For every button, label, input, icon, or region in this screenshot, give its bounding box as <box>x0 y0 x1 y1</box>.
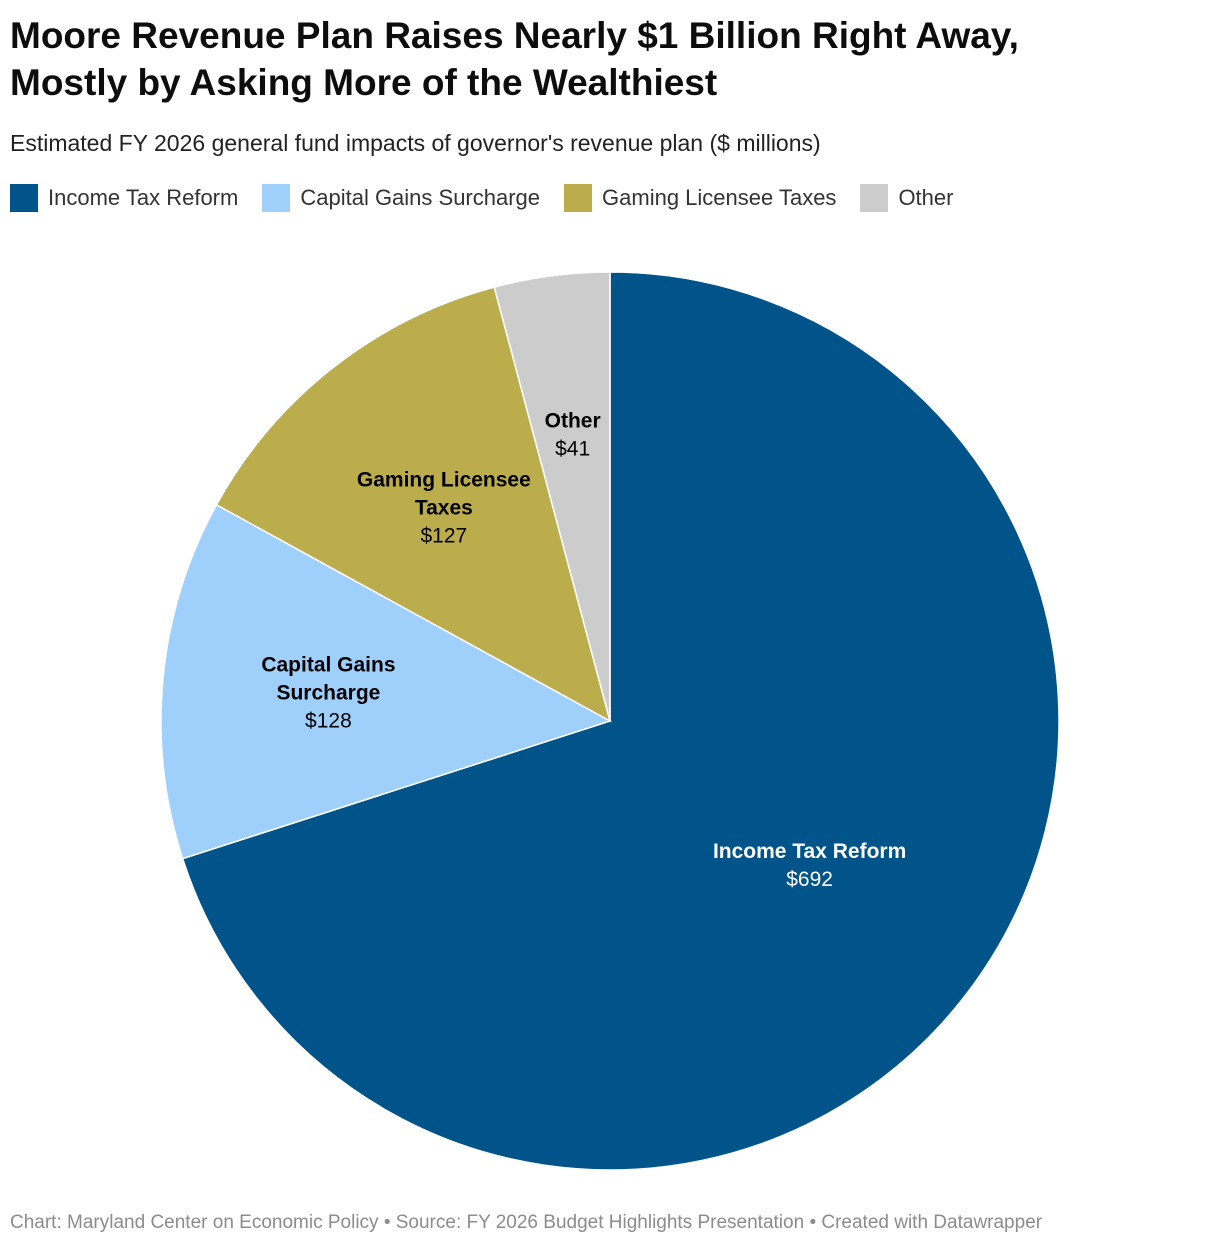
pie-slice-income-tax-reform <box>181 271 1060 1171</box>
legend-item-capital-gains-surcharge: Capital Gains Surcharge <box>262 184 540 212</box>
legend-label: Income Tax Reform <box>48 185 239 210</box>
legend-swatch <box>860 184 889 212</box>
pie-label-capital-gains-surcharge: Capital Gains Surcharge $128 <box>261 654 395 733</box>
legend-label: Capital Gains Surcharge <box>300 185 541 210</box>
pie-label-gaming-licensee-taxes: Gaming Licensee Taxes $127 <box>357 468 531 547</box>
pie-label-other: Other $41 <box>545 410 601 461</box>
pie-label-value: $41 <box>555 438 590 461</box>
legend-item-other: Other <box>860 184 953 212</box>
legend-label: Gaming Licensee Taxes <box>602 185 837 210</box>
pie-label-name: Taxes <box>415 496 473 519</box>
chart-title-line: Mostly by Asking More of the Wealthiest <box>10 62 718 103</box>
pie-slice-other <box>493 271 611 722</box>
pie-label-name: Gaming Licensee <box>357 468 531 491</box>
chart-title: Moore Revenue Plan Raises Nearly $1 Bill… <box>10 12 1210 106</box>
legend-label: Other <box>898 185 954 210</box>
legend-swatch <box>262 184 291 212</box>
legend-swatch <box>10 184 38 212</box>
pie-slice-gaming-licensee-taxes <box>215 286 612 723</box>
legend: Income Tax Reform Capital Gains Surcharg… <box>10 184 977 212</box>
pie-label-value: $128 <box>305 710 352 733</box>
pie-label-value: $692 <box>786 868 833 891</box>
legend-swatch <box>564 184 593 212</box>
chart-footer: Chart: Maryland Center on Economic Polic… <box>10 1212 1043 1233</box>
chart-subtitle: Estimated FY 2026 general fund impacts o… <box>10 130 821 156</box>
legend-item-gaming-licensee-taxes: Gaming Licensee Taxes <box>564 184 836 212</box>
pie-label-name: Capital Gains <box>261 654 395 677</box>
pie-label-name: Surcharge <box>276 682 380 705</box>
pie-label-income-tax-reform: Income Tax Reform $692 <box>713 840 906 891</box>
legend-item-income-tax-reform: Income Tax Reform <box>10 184 238 212</box>
pie-slice-capital-gains-surcharge <box>160 503 612 860</box>
pie-label-name: Other <box>545 410 601 433</box>
chart-title-line: Moore Revenue Plan Raises Nearly $1 Bill… <box>10 15 1019 56</box>
pie-label-value: $127 <box>420 524 467 547</box>
pie-label-name: Income Tax Reform <box>713 840 906 863</box>
